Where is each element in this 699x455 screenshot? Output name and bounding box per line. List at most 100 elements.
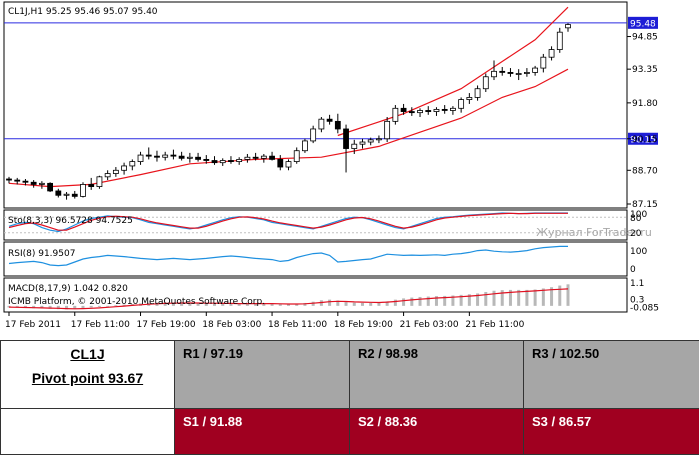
candle: [450, 106, 456, 115]
candle: [112, 167, 119, 177]
macd-histogram-bar: [213, 303, 217, 306]
macd-label: MACD(8,17,9) 1.042 0.820: [8, 284, 128, 294]
candle-body: [186, 156, 193, 159]
candle: [96, 175, 103, 189]
candle-body: [482, 76, 489, 90]
candle-body: [532, 67, 539, 73]
candle-body: [285, 161, 292, 168]
candle-body: [392, 107, 399, 122]
candle-body: [228, 160, 234, 162]
macd-histogram-bar: [426, 296, 430, 306]
r1-cell: R1 / 97.19: [174, 340, 350, 409]
price-tick-label-2: 91.80: [632, 99, 658, 109]
candle-body: [376, 138, 382, 141]
candle-body: [30, 181, 37, 185]
candle: [326, 114, 333, 125]
candle: [482, 73, 489, 92]
r3-label: R3 / 102.50: [532, 346, 600, 361]
macd-signal-line: [8, 288, 569, 310]
macd-histogram-bar: [270, 303, 274, 306]
candle: [170, 149, 177, 160]
macd-tick-label-0: 1.1: [630, 279, 644, 289]
candle: [203, 155, 210, 164]
symbol-cell: CL1J Pivot point 93.67: [0, 340, 175, 409]
macd-histogram-bar: [533, 289, 537, 306]
price-tick-label-4: 88.70: [632, 166, 658, 176]
candle-body: [252, 156, 259, 159]
candle-body: [425, 110, 432, 112]
candle-body: [458, 99, 465, 109]
price-chart: CL1J,H1 95.25 95.46 95.07 95.40 Sto(8,3,…: [3, 1, 660, 330]
candle: [507, 68, 514, 77]
candle-body: [55, 190, 62, 196]
macd-histogram-bar: [484, 291, 488, 306]
stoch-label: Sto(8,3,3) 96.5728 94.7525: [8, 216, 133, 226]
candle: [359, 138, 366, 149]
candle-body: [211, 160, 218, 164]
r2-cell: R2 / 98.98: [349, 340, 524, 409]
candle-body: [96, 176, 103, 188]
candle: [178, 151, 185, 161]
macd-histogram-bar: [7, 305, 11, 308]
candle: [523, 68, 530, 77]
candle: [219, 158, 226, 166]
candle: [293, 147, 300, 164]
macd-histogram-bar: [467, 294, 471, 306]
macd-histogram-bar: [287, 304, 290, 306]
candle-body: [244, 156, 251, 160]
macd-histogram-bar: [558, 285, 562, 306]
candle: [491, 60, 497, 81]
candle-body: [343, 128, 349, 149]
macd-histogram-bar: [40, 305, 44, 309]
candle-body: [137, 154, 144, 162]
r2-label: R2 / 98.98: [358, 346, 418, 361]
candle: [548, 46, 555, 61]
stoch-tick-label-0: 100: [630, 210, 647, 220]
macd-histogram-bar: [369, 302, 373, 306]
macd-histogram-bar: [303, 302, 307, 306]
chart-canvas: CL1J,H1 95.25 95.46 95.07 95.40 Sto(8,3,…: [3, 1, 660, 330]
candle-body: [260, 155, 267, 159]
candle: [30, 180, 37, 188]
macd-histogram-bar: [360, 302, 364, 306]
watermark-text: Журнал ForTrader.ru: [536, 226, 652, 239]
candle: [376, 135, 382, 144]
candle-body: [523, 72, 530, 74]
macd-histogram-bar: [73, 305, 77, 309]
r3-cell: R3 / 102.50: [523, 340, 699, 409]
macd-histogram-bar: [492, 290, 496, 306]
candle: [186, 152, 193, 163]
macd-histogram-bar: [328, 299, 332, 306]
pivot-levels-table: CL1J Pivot point 93.67 R1 / 97.19 R2 / 9…: [0, 340, 699, 455]
macd-histogram-bar: [410, 297, 414, 306]
stoch-tick-label-2: 20: [630, 229, 642, 239]
candle: [384, 117, 391, 143]
candle-body: [14, 179, 21, 182]
time-tick-label-7: 21 Feb 11:00: [465, 320, 524, 330]
rsi-line: [8, 245, 568, 267]
candle-body: [170, 154, 177, 157]
candle-body: [548, 49, 555, 58]
price-tick-label-1: 93.35: [632, 65, 658, 75]
candle-body: [499, 70, 506, 73]
time-tick-label-5: 18 Feb 19:00: [334, 320, 393, 330]
candle: [556, 27, 563, 53]
candle: [14, 177, 21, 185]
candle: [351, 139, 358, 154]
macd-histogram-bar: [229, 303, 233, 306]
candle-body: [80, 184, 86, 197]
macd-histogram-bar: [476, 293, 480, 306]
macd-histogram-bar: [352, 302, 356, 306]
candle: [22, 178, 29, 186]
candle: [252, 152, 259, 161]
macd-histogram-bar: [237, 303, 241, 306]
candle-body: [334, 120, 341, 130]
macd-histogram-bar: [81, 305, 85, 309]
copyright-text: ICMB Platform, © 2001-2010 MetaQuotes So…: [8, 297, 265, 307]
candle: [318, 117, 325, 133]
candle: [532, 65, 539, 76]
candle: [211, 156, 218, 165]
candle: [334, 113, 341, 134]
macd-histogram-bar: [48, 305, 52, 309]
macd-histogram-bar: [106, 305, 110, 307]
